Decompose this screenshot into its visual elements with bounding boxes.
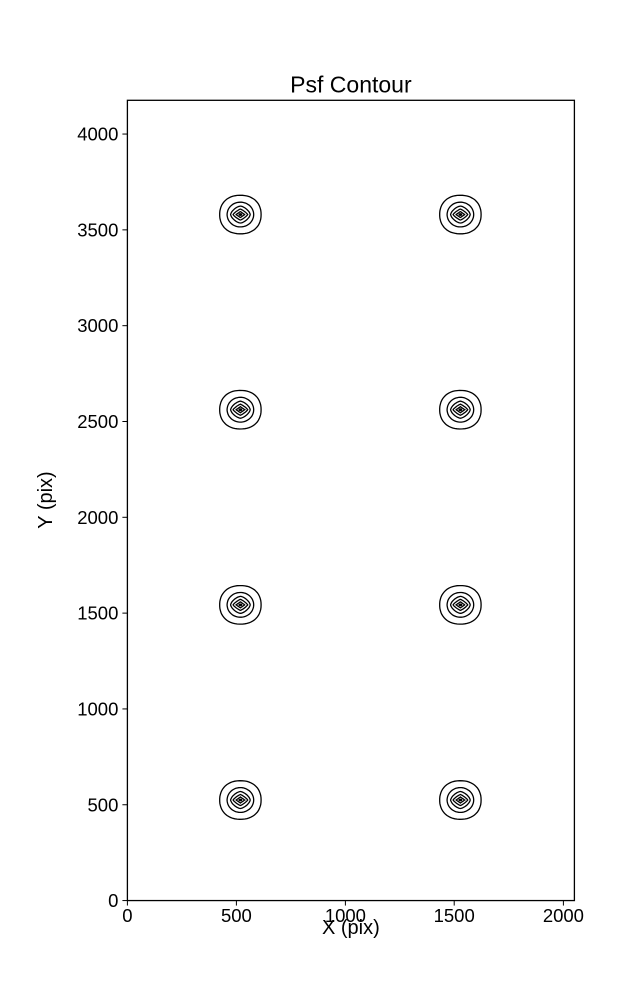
svg-text:2000: 2000	[77, 507, 118, 528]
svg-text:1500: 1500	[434, 905, 475, 926]
svg-text:4000: 4000	[77, 124, 118, 145]
svg-text:3500: 3500	[77, 219, 118, 240]
svg-text:500: 500	[88, 794, 119, 815]
svg-text:500: 500	[221, 905, 252, 926]
svg-text:1000: 1000	[325, 905, 366, 926]
svg-text:3000: 3000	[77, 315, 118, 336]
svg-text:2500: 2500	[77, 411, 118, 432]
svg-text:Y (pix): Y (pix)	[35, 471, 57, 528]
svg-text:Psf Contour: Psf Contour	[290, 72, 412, 98]
svg-text:1000: 1000	[77, 698, 118, 719]
svg-text:2000: 2000	[543, 905, 584, 926]
svg-text:0: 0	[122, 905, 132, 926]
svg-text:1500: 1500	[77, 603, 118, 624]
svg-text:0: 0	[108, 890, 118, 911]
